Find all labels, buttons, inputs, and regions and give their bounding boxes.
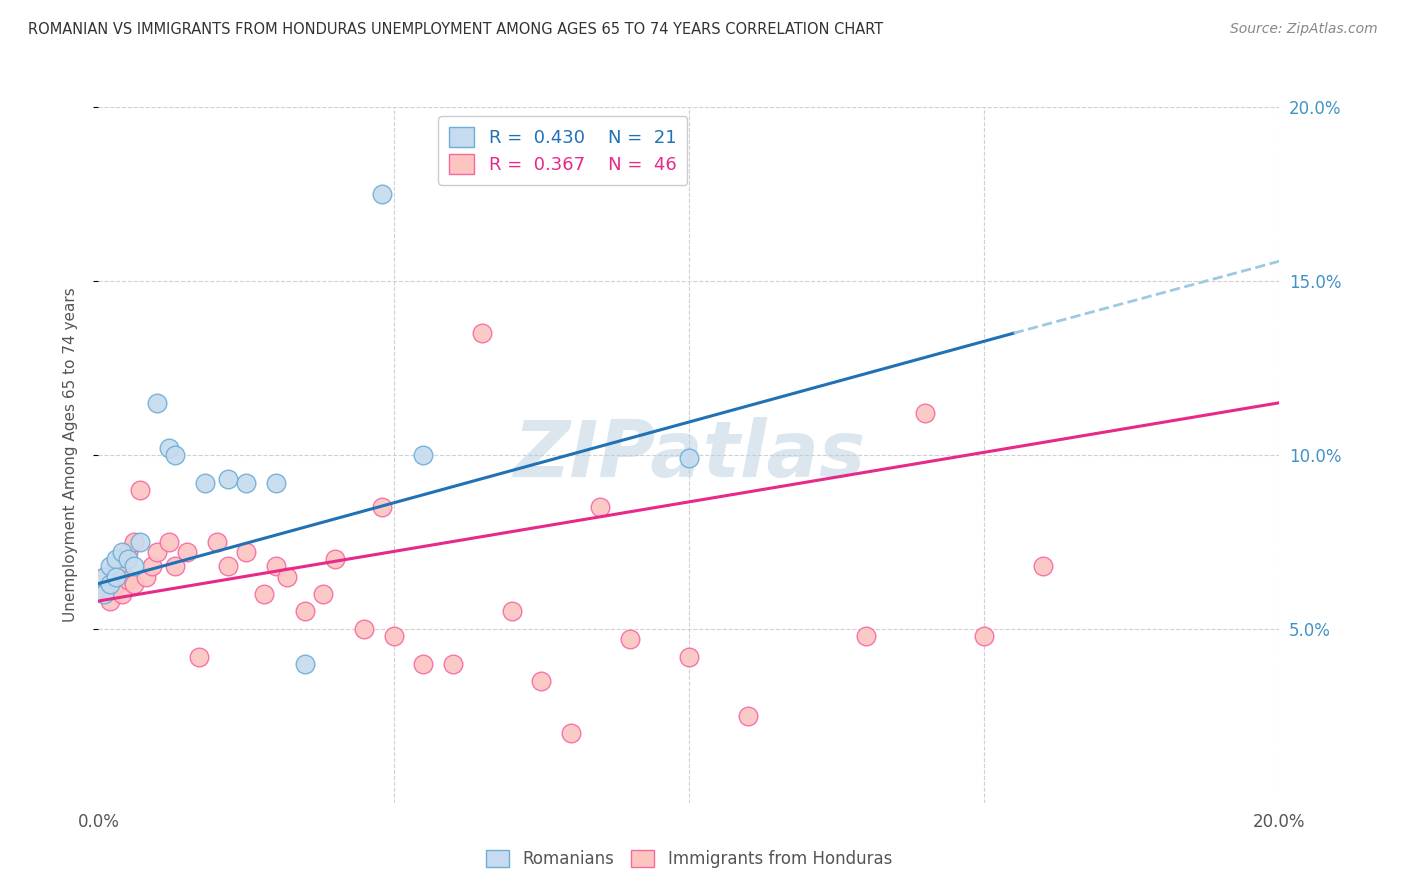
Point: [157, 534, 180, 549]
Point: [105, 559, 128, 574]
Text: Source: ZipAtlas.com: Source: ZipAtlas.com: [1230, 22, 1378, 37]
Point: [128, 534, 150, 549]
Point: [105, 570, 128, 584]
Point: [117, 552, 139, 566]
Point: [914, 406, 936, 420]
Point: [217, 559, 239, 574]
Point: [412, 448, 434, 462]
Point: [441, 657, 464, 671]
Point: [157, 441, 180, 455]
Point: [111, 587, 134, 601]
Point: [93, 570, 115, 584]
Point: [855, 629, 877, 643]
Point: [141, 559, 163, 574]
Point: [264, 559, 287, 574]
Point: [1032, 559, 1054, 574]
Point: [98, 559, 121, 574]
Point: [93, 587, 115, 601]
Text: ROMANIAN VS IMMIGRANTS FROM HONDURAS UNEMPLOYMENT AMONG AGES 65 TO 74 YEARS CORR: ROMANIAN VS IMMIGRANTS FROM HONDURAS UNE…: [28, 22, 883, 37]
Point: [205, 534, 228, 549]
Point: [235, 545, 257, 559]
Point: [93, 587, 115, 601]
Point: [294, 657, 316, 671]
Point: [294, 605, 316, 619]
Point: [117, 573, 139, 587]
Point: [530, 674, 553, 689]
Point: [678, 451, 700, 466]
Point: [128, 483, 150, 497]
Point: [187, 649, 209, 664]
Point: [98, 594, 121, 608]
Point: [973, 629, 995, 643]
Point: [382, 629, 405, 643]
Point: [371, 187, 394, 202]
Point: [122, 576, 145, 591]
Point: [165, 559, 187, 574]
Point: [501, 605, 523, 619]
Point: [98, 576, 121, 591]
Point: [176, 545, 198, 559]
Point: [589, 500, 612, 514]
Point: [111, 545, 134, 559]
Point: [122, 534, 145, 549]
Point: [117, 545, 139, 559]
Point: [412, 657, 434, 671]
Point: [146, 545, 169, 559]
Point: [165, 448, 187, 462]
Point: [560, 726, 582, 740]
Y-axis label: Unemployment Among Ages 65 to 74 years: Unemployment Among Ages 65 to 74 years: [63, 287, 77, 623]
Point: [146, 396, 169, 410]
Point: [619, 632, 641, 647]
Point: [371, 500, 394, 514]
Point: [135, 570, 157, 584]
Point: [323, 552, 346, 566]
Point: [93, 570, 115, 584]
Point: [737, 708, 759, 723]
Point: [105, 552, 128, 566]
Point: [98, 576, 121, 591]
Point: [194, 475, 217, 490]
Point: [678, 649, 700, 664]
Point: [122, 559, 145, 574]
Point: [111, 566, 134, 581]
Text: ZIPatlas: ZIPatlas: [513, 417, 865, 493]
Point: [276, 570, 298, 584]
Point: [217, 472, 239, 486]
Point: [264, 475, 287, 490]
Point: [235, 475, 257, 490]
Point: [105, 576, 128, 591]
Point: [471, 326, 494, 340]
Point: [312, 587, 335, 601]
Point: [253, 587, 276, 601]
Point: [353, 622, 375, 636]
Legend: Romanians, Immigrants from Honduras: Romanians, Immigrants from Honduras: [479, 843, 898, 874]
